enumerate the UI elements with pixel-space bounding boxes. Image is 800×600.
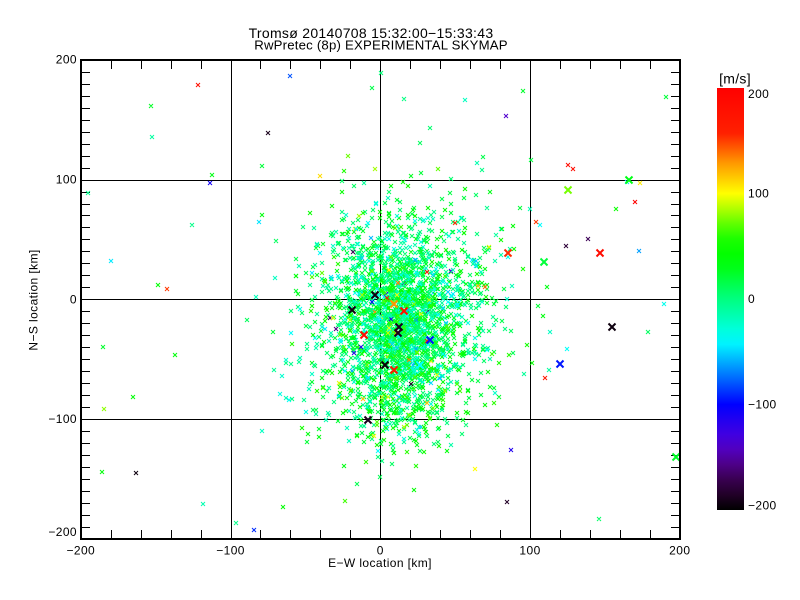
svg-text:−200: −200 bbox=[48, 525, 77, 539]
svg-text:100: 100 bbox=[519, 544, 540, 558]
svg-text:[m/s]: [m/s] bbox=[719, 71, 751, 87]
svg-text:−100: −100 bbox=[48, 412, 77, 426]
svg-text:0: 0 bbox=[377, 544, 384, 558]
svg-text:−200: −200 bbox=[66, 544, 95, 558]
svg-text:Tromsø 20140708 15:32:00−15:33: Tromsø 20140708 15:32:00−15:33:43 bbox=[249, 25, 494, 41]
svg-text:−200: −200 bbox=[748, 499, 777, 513]
svg-text:200: 200 bbox=[748, 87, 769, 101]
svg-text:0: 0 bbox=[748, 292, 755, 306]
svg-text:−100: −100 bbox=[216, 544, 245, 558]
svg-text:200: 200 bbox=[669, 544, 690, 558]
svg-text:100: 100 bbox=[748, 187, 769, 201]
svg-text:N−S location [km]: N−S location [km] bbox=[27, 249, 41, 350]
svg-text:0: 0 bbox=[70, 293, 77, 307]
svg-text:100: 100 bbox=[56, 173, 77, 187]
svg-text:RwPretec (8p) EXPERIMENTAL SKY: RwPretec (8p) EXPERIMENTAL SKYMAP bbox=[254, 38, 508, 53]
svg-text:−100: −100 bbox=[748, 398, 777, 412]
svg-text:200: 200 bbox=[56, 53, 77, 67]
svg-text:E−W location [km]: E−W location [km] bbox=[328, 556, 432, 570]
